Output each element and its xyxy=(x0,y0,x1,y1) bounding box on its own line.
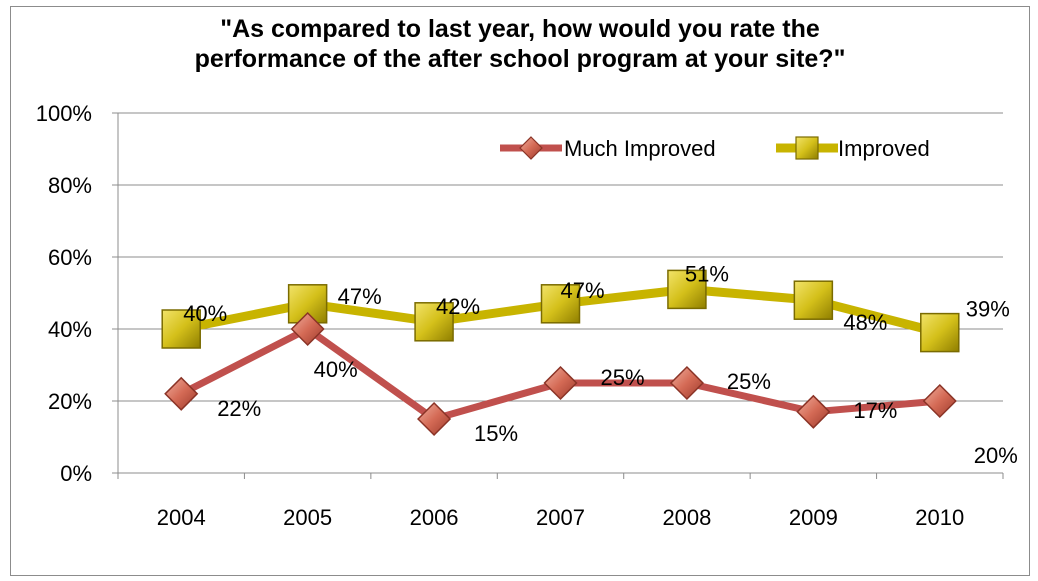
much-improved-point xyxy=(669,365,704,401)
x-tick-label: 2010 xyxy=(915,505,964,530)
improved-point xyxy=(667,269,707,310)
much-improved-data-label: 25% xyxy=(600,365,644,390)
much-improved-point xyxy=(164,376,199,411)
x-tick-label: 2006 xyxy=(410,505,459,530)
much-improved-data-label: 22% xyxy=(217,396,261,421)
x-tick-label: 2009 xyxy=(789,505,838,530)
gridlines xyxy=(118,112,1003,474)
much-improved-data-label: 17% xyxy=(853,398,897,423)
legend-much-improved-swatch-marker xyxy=(519,136,543,160)
legend-improved-label: Improved xyxy=(838,136,930,161)
chart-frame xyxy=(10,6,1030,576)
legend-improved-swatch-marker xyxy=(795,136,819,160)
much-improved-point xyxy=(543,365,578,401)
much-improved-data-label: 15% xyxy=(474,421,518,446)
improved-point xyxy=(414,302,454,342)
improved-point xyxy=(161,309,201,349)
much-improved-point xyxy=(417,401,452,437)
much-improved-data-label: 20% xyxy=(974,443,1018,468)
improved-point xyxy=(920,312,960,353)
improved-data-label: 42% xyxy=(436,294,480,319)
y-tick-label: 20% xyxy=(48,389,92,414)
y-tick-label: 100% xyxy=(36,101,92,126)
chart-title-line-2: performance of the after school program … xyxy=(194,45,846,73)
series-layer xyxy=(161,269,960,437)
legend-much-improved-label: Much Improved xyxy=(564,136,716,161)
much-improved-point xyxy=(922,383,957,419)
y-tick-label: 60% xyxy=(48,245,92,270)
improved-data-label: 39% xyxy=(966,297,1010,322)
improved-point xyxy=(793,280,834,320)
x-tick-label: 2007 xyxy=(536,505,585,530)
x-tick-label: 2005 xyxy=(283,505,332,530)
improved-data-label: 48% xyxy=(843,310,887,335)
improved-point xyxy=(540,284,581,324)
chart-title-line-1: "As compared to last year, how would you… xyxy=(220,15,820,43)
x-tick-label: 2008 xyxy=(662,505,711,530)
improved-data-label: 47% xyxy=(338,284,382,309)
much-improved-point xyxy=(290,311,325,347)
much-improved-data-label: 40% xyxy=(314,357,358,382)
much-improved-point xyxy=(796,394,831,429)
y-tick-label: 40% xyxy=(48,317,92,342)
y-tick-label: 80% xyxy=(48,173,92,198)
data-labels: 40% 47% 42% 47% 51% 48% 39% 22% 40% 15% 25% 25% 17% 2… xyxy=(183,261,1018,468)
axes: 0% 20% 40% 60% 80% 100% 2004 2005 2006 2007 2008 20… xyxy=(36,101,1004,530)
improved-data-label: 47% xyxy=(560,278,604,303)
improved-data-label: 40% xyxy=(183,301,227,326)
y-tick-label: 0% xyxy=(60,461,92,486)
chart-title: "As compared to last year, how would you… xyxy=(10,14,1030,74)
x-tick-label: 2004 xyxy=(157,505,206,530)
much-improved-data-label: 25% xyxy=(727,369,771,394)
improved-data-label: 51% xyxy=(685,261,729,286)
legend: Much Improved Improved xyxy=(500,136,930,161)
